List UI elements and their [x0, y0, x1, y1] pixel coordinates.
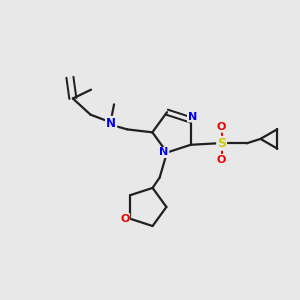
Text: N: N: [159, 148, 169, 158]
Text: N: N: [188, 112, 197, 122]
Text: O: O: [217, 122, 226, 132]
Text: N: N: [106, 117, 116, 130]
Text: O: O: [120, 214, 130, 224]
Text: S: S: [217, 137, 226, 150]
Text: O: O: [217, 154, 226, 164]
